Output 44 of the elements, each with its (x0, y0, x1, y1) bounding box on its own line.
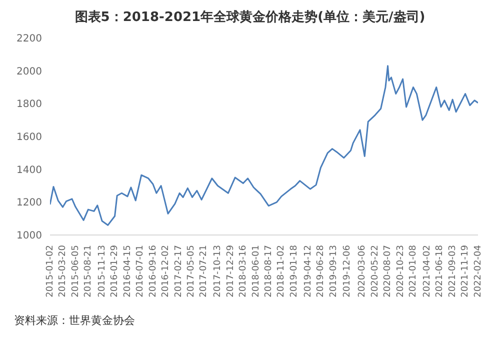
y-tick-label: 1800 (16, 99, 42, 110)
x-tick-label: 2018-06-01 (251, 245, 262, 298)
x-tick-label: 2016-04-15 (122, 245, 133, 298)
x-tick-label: 2015-11-13 (97, 245, 108, 298)
x-tick-label: 2018-11-02 (276, 245, 287, 298)
x-tick-label: 2018-03-16 (238, 244, 249, 298)
x-tick-label: 2020-10-23 (396, 245, 406, 298)
x-tick-label: 2020-03-06 (358, 244, 368, 298)
x-tick-label: 2021-09-03 (448, 245, 458, 298)
x-tick-label: 2019-12-06 (342, 244, 353, 298)
x-tick-label: 2019-01-18 (289, 244, 300, 298)
x-tick-label: 2019-06-28 (316, 244, 326, 298)
x-tick-label: 2021-01-08 (408, 244, 419, 298)
x-tick-label: 2016-09-16 (148, 244, 158, 298)
x-tick-label: 2016-01-29 (110, 244, 120, 298)
x-tick-label: 2020-05-22 (370, 245, 380, 298)
line-series (50, 65, 478, 226)
x-tick-label: 2022-02-04 (473, 244, 484, 298)
y-tick-label: 1400 (16, 164, 42, 176)
x-tick-label: 2021-11-19 (460, 244, 471, 298)
x-tick-label: 2017-10-13 (213, 245, 224, 298)
x-tick-label: 2017-02-17 (174, 245, 184, 298)
y-tick-label: 2200 (16, 34, 42, 45)
x-tick-label: 2018-08-17 (264, 245, 274, 298)
x-tick-label: 2015-06-05 (70, 245, 81, 298)
x-tick-label: 2016-07-01 (136, 245, 146, 298)
y-tick-label: 2000 (16, 66, 42, 78)
x-tick-label: 2017-12-29 (226, 244, 236, 298)
x-tick-label: 2019-04-12 (303, 245, 314, 298)
chart-title: 图表5：2018-2021年全球黄金价格走势(单位：美元/盎司) (74, 8, 426, 26)
x-tick-label: 2021-04-02 (422, 245, 432, 298)
x-tick-label: 2015-08-21 (84, 245, 94, 298)
x-tick-label: 2019-09-13 (328, 245, 339, 298)
x-tick-label: 2020-08-07 (383, 245, 394, 298)
y-tick-label: 1600 (16, 132, 42, 144)
x-tick-label: 2016-12-02 (161, 245, 172, 298)
x-tick-label: 2017-07-21 (199, 245, 210, 298)
x-tick-label: 2015-03-20 (58, 244, 68, 298)
y-tick-label: 1200 (16, 198, 42, 209)
text: 资料来源：世界黄金协会 (14, 313, 136, 328)
x-tick-label: 2017-05-05 (186, 245, 197, 298)
x-tick-label: 2015-01-02 (45, 245, 56, 298)
x-tick-label: 2021-06-18 (435, 244, 446, 298)
y-tick-label: 1000 (16, 230, 42, 242)
